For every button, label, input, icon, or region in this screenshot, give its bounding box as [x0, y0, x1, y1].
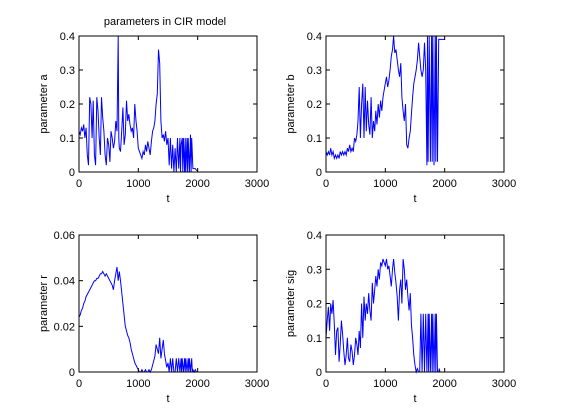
parameter-a-x-tick-label: 2000 — [185, 178, 209, 190]
parameter-a-y-tick-label: 0.3 — [60, 65, 75, 77]
parameter-r-y-tick-label: 0 — [69, 367, 75, 379]
parameter-a-y-tick-label: 0.2 — [60, 99, 75, 111]
parameter-a-x-tick-label: 1000 — [126, 178, 150, 190]
parameter-sig-x-tick-label: 3000 — [492, 378, 516, 390]
parameter-sig-y-tick-label: 0.2 — [307, 299, 322, 311]
parameter-a-x-tick-label: 0 — [76, 178, 82, 190]
parameter-r-axes-box — [78, 234, 258, 373]
parameter-a-y-tick-label: 0.1 — [60, 133, 75, 145]
parameter-sig-y-axis-label: parameter sig — [285, 270, 297, 337]
parameter-r-y-tick-label: 0.02 — [54, 321, 75, 333]
parameter-b-x-tick-label: 1000 — [373, 178, 397, 190]
parameter-a-y-tick-label: 0 — [69, 167, 75, 179]
parameter-sig-y-tick-label: 0 — [316, 367, 322, 379]
parameter-b-y-tick-label: 0.3 — [307, 65, 322, 77]
parameter-sig-y-tick-label: 0.3 — [307, 264, 322, 276]
parameter-b-x-tick-label: 3000 — [492, 178, 516, 190]
parameter-b-x-axis-label: t — [413, 193, 416, 205]
parameter-r-x-tick-label: 2000 — [185, 378, 209, 390]
subplot-parameter-sig: 0 1000 2000 3000 0 0.1 0.2 0.3 0.4 t parameter sig — [285, 230, 516, 405]
parameter-b-series-line — [325, 35, 445, 166]
subplot-parameter-b: 0 1000 2000 3000 0 0.1 0.2 0.3 0.4 t parameter b — [285, 31, 516, 205]
parameter-b-y-axis-label: parameter b — [285, 74, 297, 133]
parameter-b-y-tick-label: 0.4 — [307, 31, 322, 43]
parameter-r-x-axis-label: t — [166, 393, 169, 405]
parameter-sig-x-tick-label: 0 — [323, 378, 329, 390]
parameter-a-x-axis-label: t — [166, 193, 169, 205]
parameter-r-x-tick-label: 0 — [76, 378, 82, 390]
parameter-sig-x-tick-label: 1000 — [373, 378, 397, 390]
parameter-r-x-tick-label: 3000 — [245, 378, 269, 390]
parameter-a-series-line — [78, 35, 198, 173]
subplot-parameter-a: 0 1000 2000 3000 0 0.1 0.2 0.3 0.4 t parameter a — [38, 31, 269, 205]
parameter-r-y-axis-label: parameter r — [38, 275, 50, 332]
parameter-a-x-tick-label: 3000 — [245, 178, 269, 190]
parameter-sig-x-axis-label: t — [413, 393, 416, 405]
parameter-sig-y-tick-label: 0.1 — [307, 333, 322, 345]
parameter-a-y-axis-label: parameter a — [38, 73, 50, 133]
parameter-r-y-tick-label: 0.04 — [54, 276, 75, 288]
parameter-sig-series-line — [325, 258, 445, 374]
parameter-r-x-tick-label: 1000 — [126, 378, 150, 390]
parameter-b-x-tick-label: 0 — [323, 178, 329, 190]
parameter-r-y-tick-label: 0.06 — [54, 230, 75, 242]
parameter-b-y-tick-label: 0.1 — [307, 133, 322, 145]
parameter-b-y-tick-label: 0.2 — [307, 99, 322, 111]
subplot-grid: 0 1000 2000 3000 0 0.1 0.2 0.3 0.4 t parameter a 0 1… — [38, 31, 516, 405]
figure-title: parameters in CIR model — [104, 16, 226, 28]
parameter-b-x-tick-label: 2000 — [432, 178, 456, 190]
parameter-sig-x-tick-label: 2000 — [432, 378, 456, 390]
subplot-parameter-r: 0 1000 2000 3000 0 0.02 0.04 0.06 t parameter r — [38, 230, 269, 405]
parameter-b-y-tick-label: 0 — [316, 167, 322, 179]
parameter-sig-y-tick-label: 0.4 — [307, 230, 322, 242]
parameter-a-y-tick-label: 0.4 — [60, 31, 75, 43]
